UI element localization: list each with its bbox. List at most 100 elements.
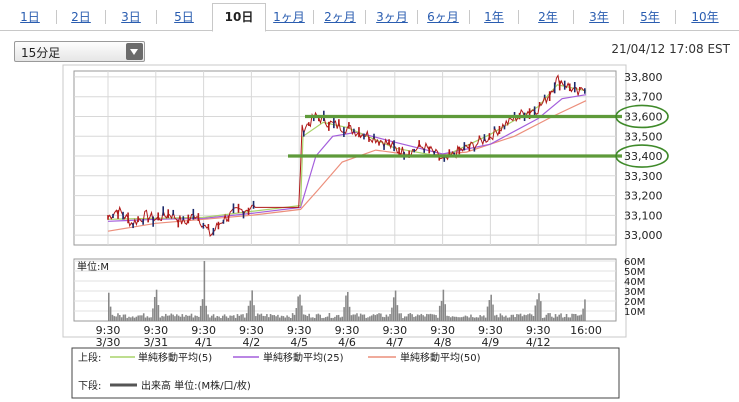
tab-1[interactable]: 2日: [71, 10, 91, 24]
volume-bar: [220, 317, 222, 321]
volume-bar: [264, 316, 266, 321]
volume-bar: [348, 306, 351, 321]
volume-bar: [288, 316, 290, 321]
volume-bar: [166, 315, 169, 321]
volume-bar: [525, 315, 527, 321]
volume-bar: [380, 313, 382, 321]
tab-separator: [573, 10, 574, 24]
volume-bar: [343, 307, 345, 321]
volume-bar: [221, 315, 224, 321]
volume-bar: [185, 314, 187, 321]
volume-bar: [541, 317, 544, 321]
volume-bar: [508, 317, 511, 321]
volume-bar: [370, 315, 373, 321]
tab-10[interactable]: 2年: [538, 10, 558, 24]
tab-3[interactable]: 5日: [174, 10, 194, 24]
volume-bar: [337, 314, 340, 321]
volume-bar: [142, 313, 145, 321]
volume-bar: [328, 313, 331, 321]
volume-bar: [438, 305, 441, 321]
volume-bar: [137, 315, 139, 321]
volume-bar: [323, 317, 325, 321]
volume-bar: [155, 289, 158, 321]
volume-bar: [245, 313, 248, 321]
volume-bar: [361, 314, 364, 321]
volume-bar: [492, 304, 494, 321]
volume-bar: [293, 314, 296, 321]
volume-bar: [429, 313, 432, 321]
volume-bar: [479, 315, 481, 321]
tab-2[interactable]: 3日: [121, 10, 141, 24]
legend-sma25-label: 単純移動平均(25): [263, 351, 344, 364]
x-tick-date: 4/7: [386, 336, 404, 349]
price-line: [107, 74, 586, 237]
tab-5[interactable]: 1ヶ月: [273, 10, 305, 24]
volume-bar: [115, 316, 117, 321]
x-tick-time: 9:30: [191, 324, 216, 337]
x-tick-time: 9:30: [526, 324, 551, 337]
volume-bar: [497, 317, 500, 321]
volume-bar: [543, 317, 546, 321]
volume-bar: [503, 316, 505, 321]
volume-bar: [122, 314, 125, 321]
volume-bar: [499, 313, 502, 321]
volume-bar: [183, 316, 185, 321]
volume-bar: [540, 301, 542, 321]
volume-bar: [451, 316, 454, 321]
volume-bar: [403, 316, 406, 321]
volume-bar: [530, 314, 533, 321]
tab-12[interactable]: 5年: [640, 10, 660, 24]
volume-bar: [164, 313, 167, 321]
volume-bar: [286, 315, 288, 321]
tab-6[interactable]: 2ヶ月: [324, 10, 356, 24]
volume-bar: [267, 317, 270, 321]
volume-bar: [302, 314, 305, 321]
volume-bar: [398, 313, 401, 321]
volume-bar: [205, 305, 208, 321]
volume-bar: [420, 313, 423, 321]
volume-bar: [426, 313, 428, 321]
volume-bar: [571, 313, 573, 321]
volume-bar: [464, 315, 467, 321]
tab-8[interactable]: 6ヶ月: [427, 10, 459, 24]
highlight-circle: [615, 104, 669, 129]
x-tick-date: 4/2: [243, 336, 261, 349]
volume-bar: [194, 315, 196, 321]
volume-bar: [442, 289, 445, 321]
tab-0[interactable]: 1日: [20, 10, 40, 24]
volume-tick-label: 40M: [624, 277, 645, 288]
volume-bar: [574, 313, 577, 321]
volume-bar: [330, 317, 333, 321]
volume-bar: [527, 314, 529, 321]
chevron-down-icon[interactable]: [126, 43, 143, 60]
tab-11[interactable]: 3年: [589, 10, 609, 24]
volume-bar: [255, 316, 257, 321]
volume-bar: [299, 294, 301, 321]
tab-4[interactable]: 10日: [212, 3, 266, 32]
x-tick-time: 9:30: [382, 324, 407, 337]
interval-select[interactable]: 15分足: [14, 41, 145, 62]
volume-bar: [347, 291, 349, 321]
volume-bar: [427, 314, 430, 321]
volume-bar: [159, 317, 162, 321]
tab-13[interactable]: 10年: [691, 10, 719, 24]
volume-bar: [472, 317, 474, 321]
volume-bar: [262, 315, 264, 321]
price-panel: [73, 70, 617, 246]
volume-bar: [405, 316, 408, 321]
volume-bar: [415, 316, 417, 321]
tab-7[interactable]: 3ヶ月: [376, 10, 408, 24]
volume-bar: [236, 314, 239, 321]
volume-bar: [389, 314, 391, 321]
price-tick-label: 33,400: [624, 150, 663, 163]
volume-bar: [462, 316, 465, 321]
volume-bar: [495, 314, 498, 321]
volume-bar: [422, 315, 424, 321]
volume-bar: [569, 317, 572, 321]
volume-bar: [584, 299, 586, 321]
volume-bar: [475, 317, 478, 321]
volume-bar: [437, 317, 439, 321]
tab-separator: [56, 10, 57, 24]
tab-9[interactable]: 1年: [484, 10, 504, 24]
volume-bar: [251, 290, 253, 321]
